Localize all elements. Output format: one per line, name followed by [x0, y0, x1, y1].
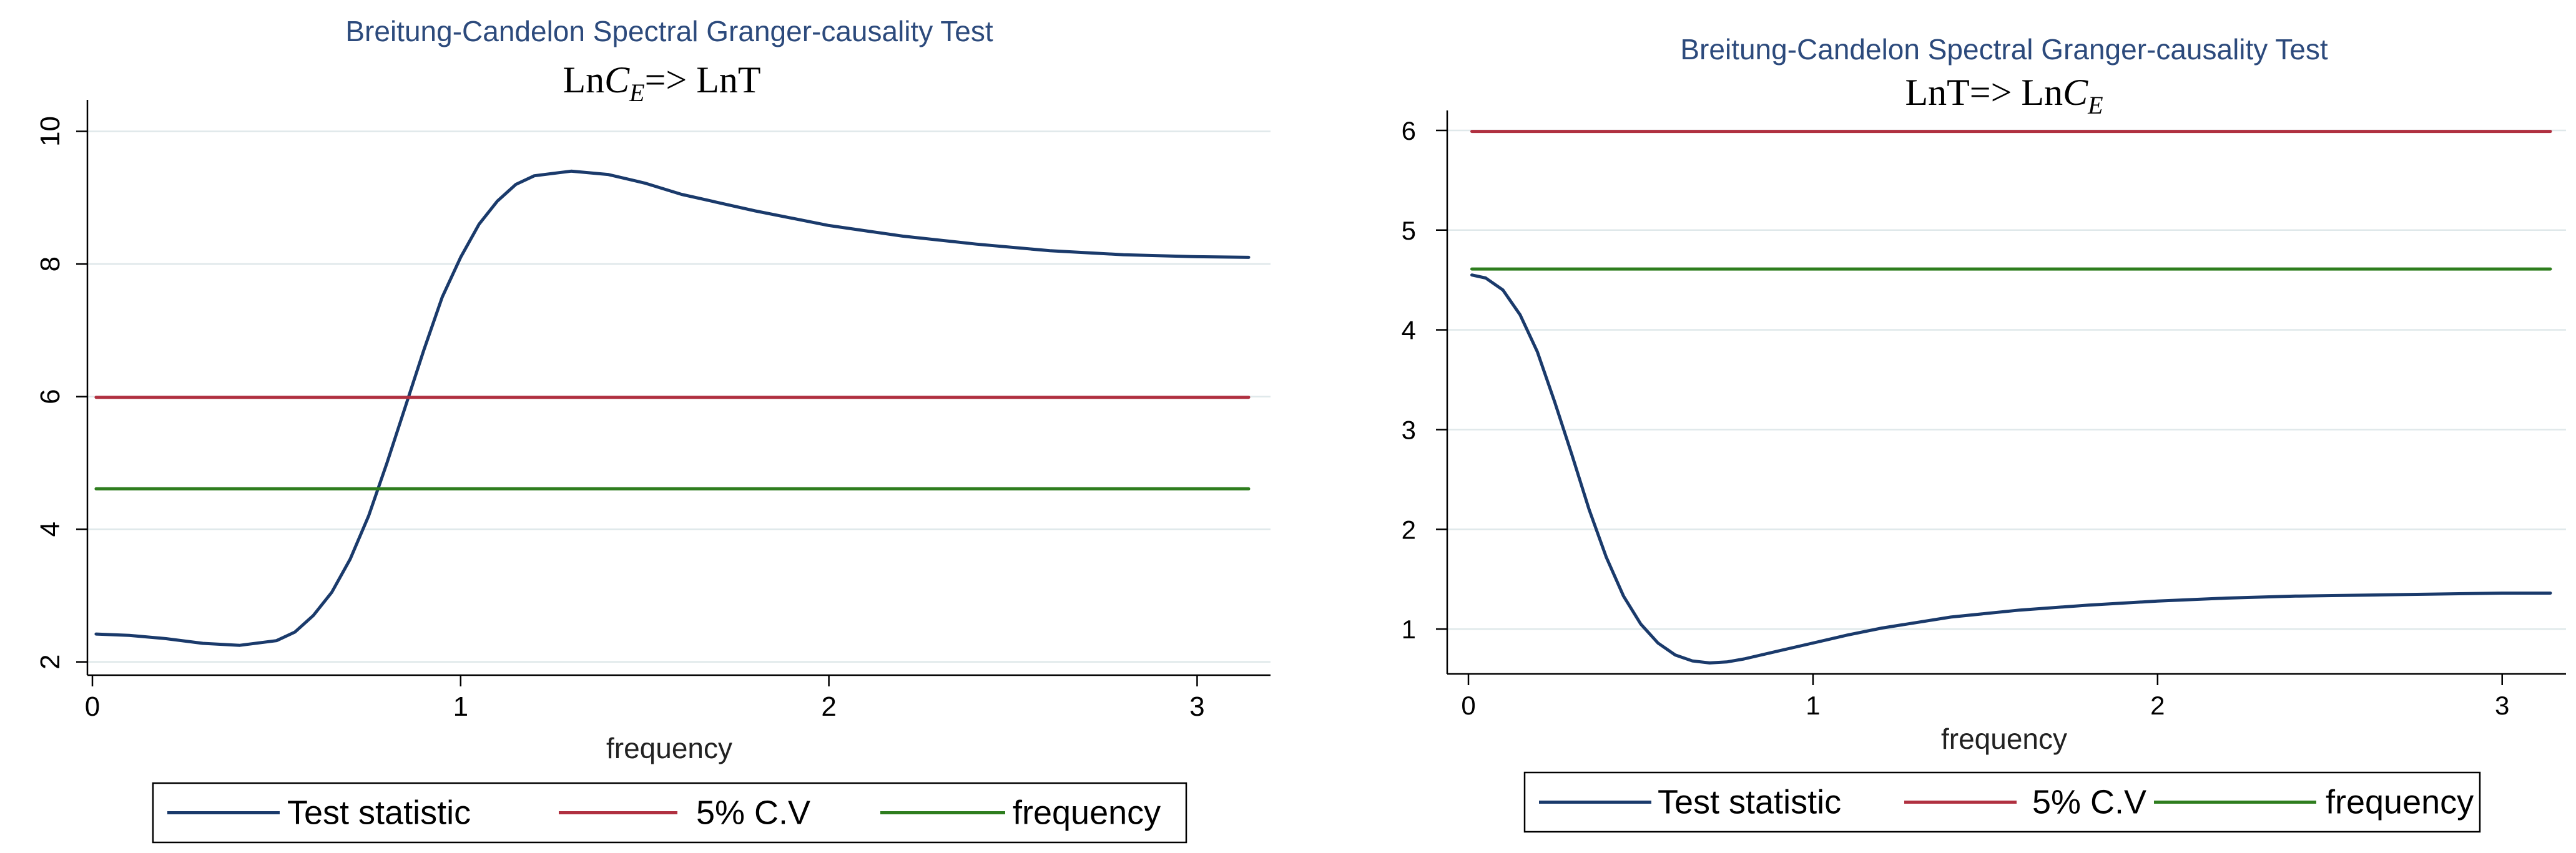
y-tick-label: 3 — [1402, 415, 1416, 444]
y-tick-label: 6 — [1402, 116, 1416, 145]
x-tick-label: 0 — [85, 691, 100, 722]
chart-subtitle: LnCE=> LnT — [563, 59, 760, 107]
y-tick-label: 5 — [1402, 216, 1416, 245]
series-line-test-statistic — [1470, 273, 2552, 665]
x-tick-label: 1 — [1806, 691, 1820, 720]
legend-label: 5% C.V — [2032, 784, 2146, 821]
x-tick-label: 3 — [1189, 691, 1204, 722]
y-tick-label: 2 — [35, 655, 66, 670]
y-tick-label: 1 — [1402, 615, 1416, 644]
y-tick-label: 4 — [1402, 316, 1416, 345]
chart-title: Breitung-Candelon Spectral Granger-causa… — [1680, 33, 2328, 66]
y-tick-label: 2 — [1402, 515, 1416, 544]
x-tick-label: 0 — [1461, 691, 1475, 720]
legend-label: Test statistic — [1658, 784, 1841, 821]
y-tick-label: 4 — [35, 522, 66, 537]
legend-label: Test statistic — [287, 794, 471, 832]
x-axis-title: frequency — [1941, 723, 2067, 755]
legend-label: frequency — [2326, 784, 2474, 821]
y-tick-label: 8 — [35, 256, 66, 271]
chart-title: Breitung-Candelon Spectral Granger-causa… — [345, 15, 993, 47]
x-tick-label: 3 — [2495, 691, 2509, 720]
legend: Test statistic 5% C.V frequency — [152, 782, 1187, 844]
legend-label: frequency — [1013, 794, 1161, 832]
x-tick-label: 1 — [453, 691, 468, 722]
y-tick-label: 10 — [35, 116, 66, 147]
series-line-test-statistic — [94, 169, 1251, 647]
chart-panel-left: Breitung-Candelon Spectral Granger-causa… — [35, 15, 1271, 844]
legend-label: 5% C.V — [696, 794, 810, 832]
chart-subtitle: LnT=> LnCE — [1905, 72, 2103, 119]
y-tick-label: 6 — [35, 389, 66, 404]
x-axis-title: frequency — [606, 732, 732, 764]
x-tick-label: 2 — [821, 691, 836, 722]
legend: Test statistic 5% C.V frequency — [1523, 771, 2481, 833]
x-tick-label: 2 — [2150, 691, 2165, 720]
chart-panel-right: Breitung-Candelon Spectral Granger-causa… — [1402, 33, 2566, 833]
